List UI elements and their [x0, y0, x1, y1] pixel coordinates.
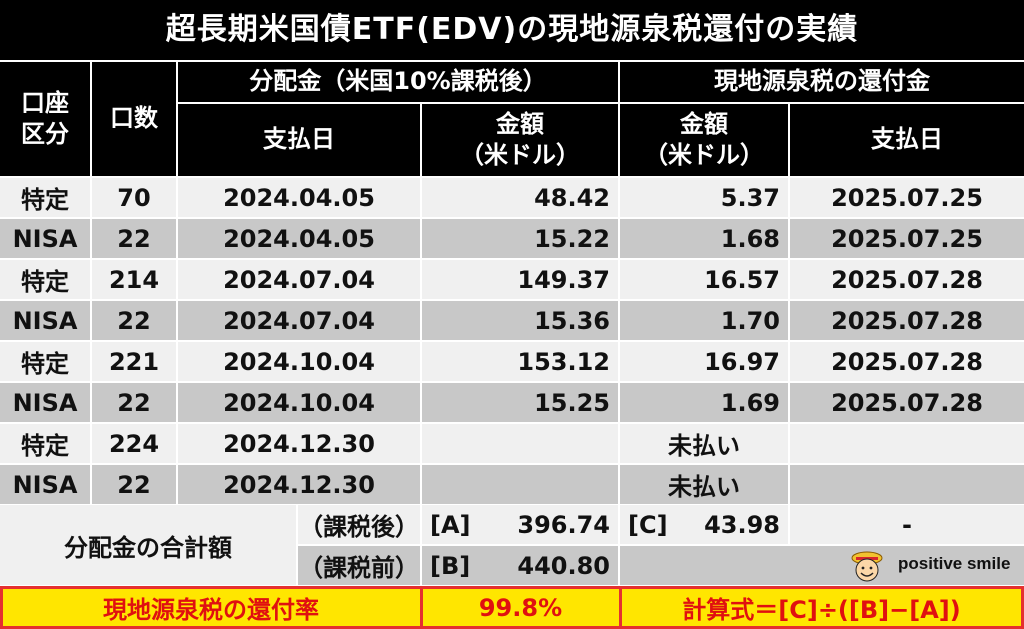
header-pay-date: 支払日 — [178, 104, 420, 176]
total-b-tag: [B] — [430, 551, 471, 580]
cell-units: 22 — [92, 465, 176, 504]
cell-pay-date: 2024.12.30 — [178, 465, 420, 504]
total-b-value: 440.80 — [517, 551, 610, 580]
cell-account: NISA — [0, 383, 90, 422]
cell-refund: 未払い — [620, 465, 788, 504]
cell-units: 22 — [92, 383, 176, 422]
cell-refund: 未払い — [620, 424, 788, 463]
cell-refund-date: 2025.07.28 — [790, 260, 1024, 299]
cell-units: 22 — [92, 301, 176, 340]
cell-amount: 15.25 — [422, 383, 618, 422]
rate-formula: 計算式＝[C]÷([B]−[A]) — [682, 596, 961, 624]
before-tax-label: （課税前） — [298, 546, 420, 585]
header-refund-group: 現地源泉税の還付金 — [620, 62, 1024, 102]
cell-refund-date: 2025.07.28 — [790, 383, 1024, 422]
cell-amount: 15.22 — [422, 219, 618, 258]
cell-refund: 5.37 — [620, 178, 788, 217]
header-dividend-group: 分配金（米国10%課税後） — [178, 62, 618, 102]
page-title: 超長期米国債ETF(EDV)の現地源泉税還付の実績 — [0, 0, 1024, 60]
total-c: [C] 43.98 — [620, 505, 788, 544]
totals-label: 分配金の合計額 — [0, 505, 296, 585]
cell-pay-date: 2024.04.05 — [178, 178, 420, 217]
total-a-value: 396.74 — [517, 510, 610, 539]
cell-account: NISA — [0, 301, 90, 340]
cell-account: NISA — [0, 465, 90, 504]
cell-refund: 1.68 — [620, 219, 788, 258]
cell-units: 224 — [92, 424, 176, 463]
cell-refund: 1.70 — [620, 301, 788, 340]
smile-logo-icon — [851, 551, 883, 582]
cell-pay-date: 2024.07.04 — [178, 260, 420, 299]
rate-divider-1 — [420, 586, 423, 629]
cell-amount: 48.42 — [422, 178, 618, 217]
cell-units: 221 — [92, 342, 176, 381]
cell-refund-date: 2025.07.25 — [790, 219, 1024, 258]
header-units: 口数 — [92, 62, 176, 176]
total-dash: - — [790, 505, 1024, 544]
cell-account: 特定 — [0, 260, 90, 299]
header-refund-date: 支払日 — [790, 104, 1024, 176]
header-amount: 金額 （米ドル） — [422, 104, 618, 176]
cell-amount: 153.12 — [422, 342, 618, 381]
cell-refund-date — [790, 465, 1024, 504]
cell-account: 特定 — [0, 178, 90, 217]
cell-refund-date: 2025.07.25 — [790, 178, 1024, 217]
rate-label: 現地源泉税の還付率 — [103, 596, 319, 624]
cell-refund-date — [790, 424, 1024, 463]
cell-pay-date: 2024.10.04 — [178, 383, 420, 422]
total-a-tag: [A] — [430, 510, 471, 539]
after-tax-label: （課税後） — [298, 505, 420, 544]
cell-account: NISA — [0, 219, 90, 258]
cell-units: 22 — [92, 219, 176, 258]
brand-name: positive smile — [898, 554, 1011, 573]
total-a: [A] 396.74 — [422, 505, 618, 544]
rate-value: 99.8% — [478, 593, 563, 622]
total-c-value: 43.98 — [704, 510, 780, 539]
header-account: 口座 区分 — [0, 62, 90, 176]
cell-pay-date: 2024.04.05 — [178, 219, 420, 258]
cell-pay-date: 2024.12.30 — [178, 424, 420, 463]
total-c-tag: [C] — [628, 510, 668, 539]
cell-units: 214 — [92, 260, 176, 299]
cell-pay-date: 2024.10.04 — [178, 342, 420, 381]
rate-bar — [0, 586, 1024, 629]
cell-refund-date: 2025.07.28 — [790, 342, 1024, 381]
cell-refund: 16.97 — [620, 342, 788, 381]
header-refund-amount: 金額 （米ドル） — [620, 104, 788, 176]
cell-amount: 15.36 — [422, 301, 618, 340]
cell-amount — [422, 424, 618, 463]
total-b: [B] 440.80 — [422, 546, 618, 585]
cell-units: 70 — [92, 178, 176, 217]
rate-divider-2 — [619, 586, 622, 629]
cell-refund: 1.69 — [620, 383, 788, 422]
cell-refund: 16.57 — [620, 260, 788, 299]
brand-area — [620, 546, 1024, 585]
cell-amount — [422, 465, 618, 504]
cell-pay-date: 2024.07.04 — [178, 301, 420, 340]
cell-account: 特定 — [0, 424, 90, 463]
cell-amount: 149.37 — [422, 260, 618, 299]
cell-refund-date: 2025.07.28 — [790, 301, 1024, 340]
cell-account: 特定 — [0, 342, 90, 381]
